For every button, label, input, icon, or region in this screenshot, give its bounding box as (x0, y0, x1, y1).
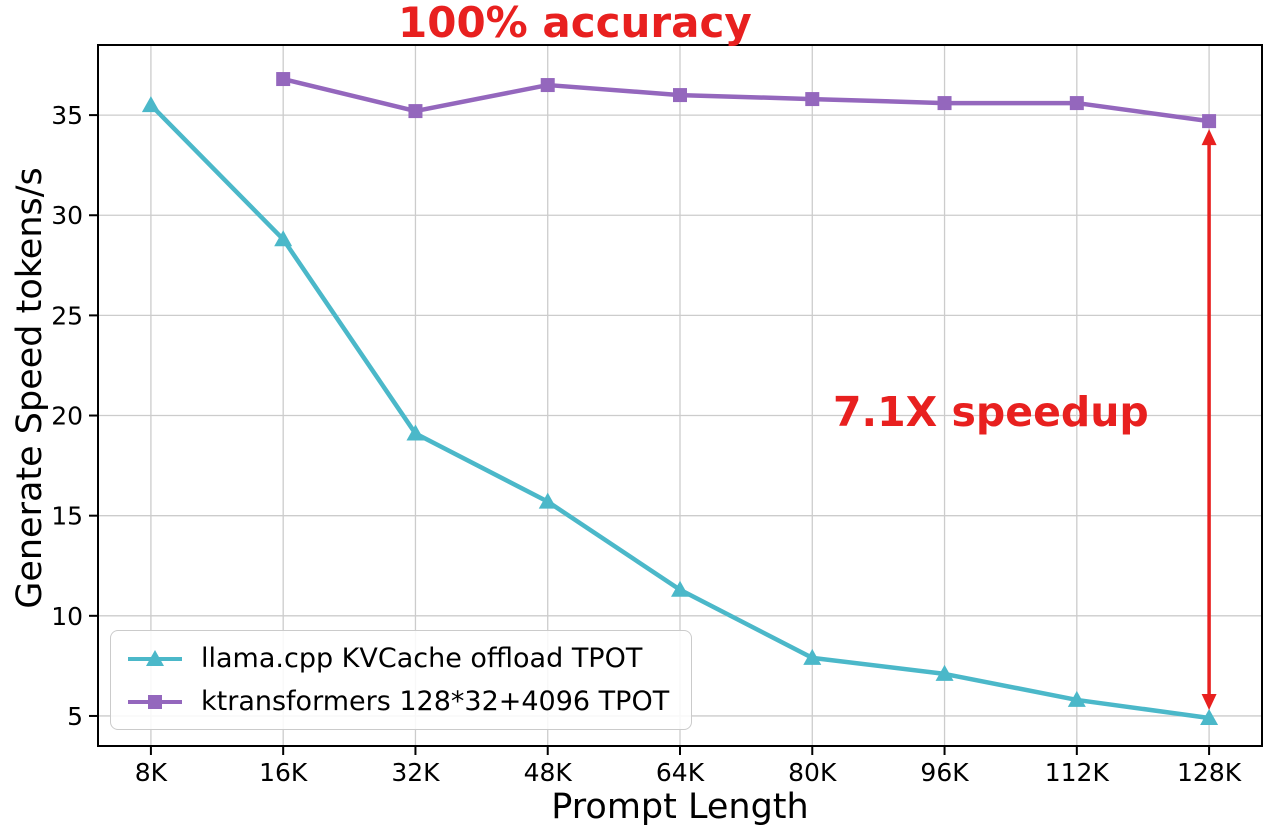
legend-square-marker (148, 694, 162, 709)
data-point-marker (671, 580, 689, 597)
x-axis-label: Prompt Length (551, 787, 809, 827)
series-0 (141, 96, 1219, 725)
data-point-marker (673, 88, 687, 103)
legend-marker-llama-icon (128, 649, 182, 666)
legend-item-llama: llama.cpp KVCache offload TPOT (125, 643, 669, 674)
chart-title: 100% accuracy (398, 0, 752, 47)
y-tick-label: 15 (51, 502, 83, 531)
y-tick-label: 5 (67, 702, 83, 731)
data-point-marker (141, 96, 160, 113)
y-tick-label: 25 (51, 301, 83, 330)
data-point-marker (408, 104, 423, 119)
arrow-head-down-icon (1201, 693, 1217, 710)
data-point-marker (1069, 96, 1084, 111)
legend-label-ktransformers: ktransformers 128*32+4096 TPOT (201, 686, 670, 717)
y-axis-label: Generate Speed tokens/s (10, 167, 50, 609)
data-point-marker (274, 230, 293, 247)
data-point-marker (540, 78, 555, 93)
gridlines (98, 45, 1262, 746)
tick-labels: 5 10 15 20 25 30 35 8K 16K 32K 48K 64K 80K 96K 112K 128… (51, 101, 1242, 787)
y-tick-label: 20 (51, 402, 83, 431)
tick-marks (89, 114, 1211, 755)
legend-item-ktransformers: ktransformers 128*32+4096 TPOT (125, 686, 669, 717)
data-point-marker (276, 72, 291, 87)
data-point-marker (937, 96, 952, 111)
y-tick-label: 10 (51, 602, 83, 631)
data-point-marker (1202, 114, 1217, 129)
data-point-marker (1067, 690, 1086, 707)
arrow-head-up-icon (1201, 129, 1217, 146)
x-tick-label: 112K (1045, 758, 1110, 787)
data-point-marker (406, 424, 425, 441)
data-point-marker (935, 664, 954, 681)
y-tick-label: 35 (51, 101, 83, 130)
x-tick-label: 96K (920, 758, 969, 787)
x-tick-label: 16K (259, 758, 308, 787)
series-1 (276, 72, 1217, 129)
x-tick-label: 128K (1177, 758, 1242, 787)
speedup-annotation: 7.1X speedup (833, 388, 1149, 436)
data-point-marker (538, 492, 557, 509)
legend-marker-ktransformers-icon (128, 694, 182, 709)
data-point-marker (803, 648, 822, 665)
x-tick-label: 8K (135, 758, 168, 787)
series-line (280, 76, 1212, 124)
speedup-arrow (1201, 129, 1217, 710)
data-point-marker (1200, 708, 1219, 725)
x-tick-label: 64K (656, 758, 705, 787)
legend-triangle-marker (146, 649, 164, 666)
data-point-marker (805, 92, 820, 107)
legend: llama.cpp KVCache offload TPOT ktransfor… (110, 630, 693, 730)
x-tick-label: 48K (524, 758, 573, 787)
x-tick-label: 80K (788, 758, 837, 787)
y-tick-label: 30 (51, 201, 83, 230)
legend-label-llama: llama.cpp KVCache offload TPOT (201, 643, 643, 674)
x-tick-label: 32K (391, 758, 440, 787)
